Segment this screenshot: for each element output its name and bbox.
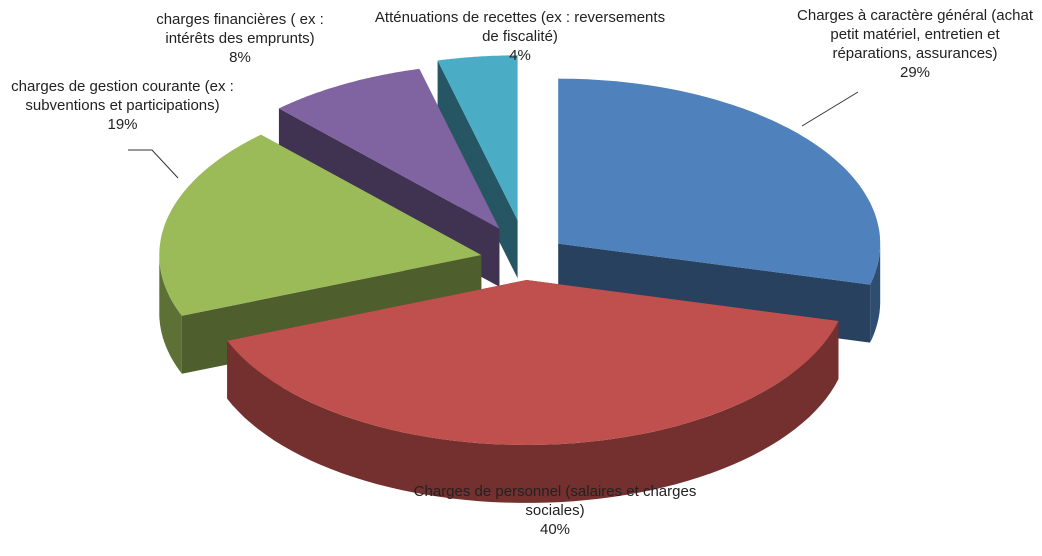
category-label: Charges à caractère général (achat petit…: [790, 6, 1040, 63]
category-label: Atténuations de recettes (ex : reverseme…: [365, 8, 675, 46]
slice-label: Charges de personnel (salaires et charge…: [400, 482, 710, 539]
category-label: charges de gestion courante (ex : subven…: [0, 77, 245, 115]
value-label: 8%: [130, 48, 350, 67]
slice-label: Atténuations de recettes (ex : reverseme…: [365, 8, 675, 65]
value-label: 40%: [400, 520, 710, 539]
value-label: 19%: [0, 115, 245, 134]
leader-line: [128, 150, 178, 178]
value-label: 4%: [365, 46, 675, 65]
slice-label: Charges à caractère général (achat petit…: [790, 6, 1040, 82]
chart: Charges à caractère général (achat petit…: [0, 0, 1042, 556]
category-label: Charges de personnel (salaires et charge…: [400, 482, 710, 520]
category-label: charges financières ( ex : intérêts des …: [130, 10, 350, 48]
slice-label: charges de gestion courante (ex : subven…: [0, 77, 245, 134]
leader-line: [802, 92, 858, 126]
value-label: 29%: [790, 63, 1040, 82]
slice-label: charges financières ( ex : intérêts des …: [130, 10, 350, 67]
